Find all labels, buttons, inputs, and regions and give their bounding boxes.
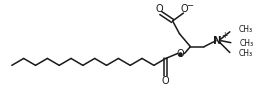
Text: N: N — [213, 36, 221, 46]
Text: O: O — [177, 49, 184, 58]
Text: −: − — [186, 1, 193, 10]
Text: O: O — [181, 4, 188, 14]
Text: O: O — [162, 76, 169, 86]
Text: CH₃: CH₃ — [239, 25, 253, 34]
Text: CH₃: CH₃ — [240, 39, 254, 48]
Text: O: O — [156, 4, 164, 14]
Text: +: + — [221, 31, 227, 40]
Text: CH₃: CH₃ — [239, 49, 253, 58]
